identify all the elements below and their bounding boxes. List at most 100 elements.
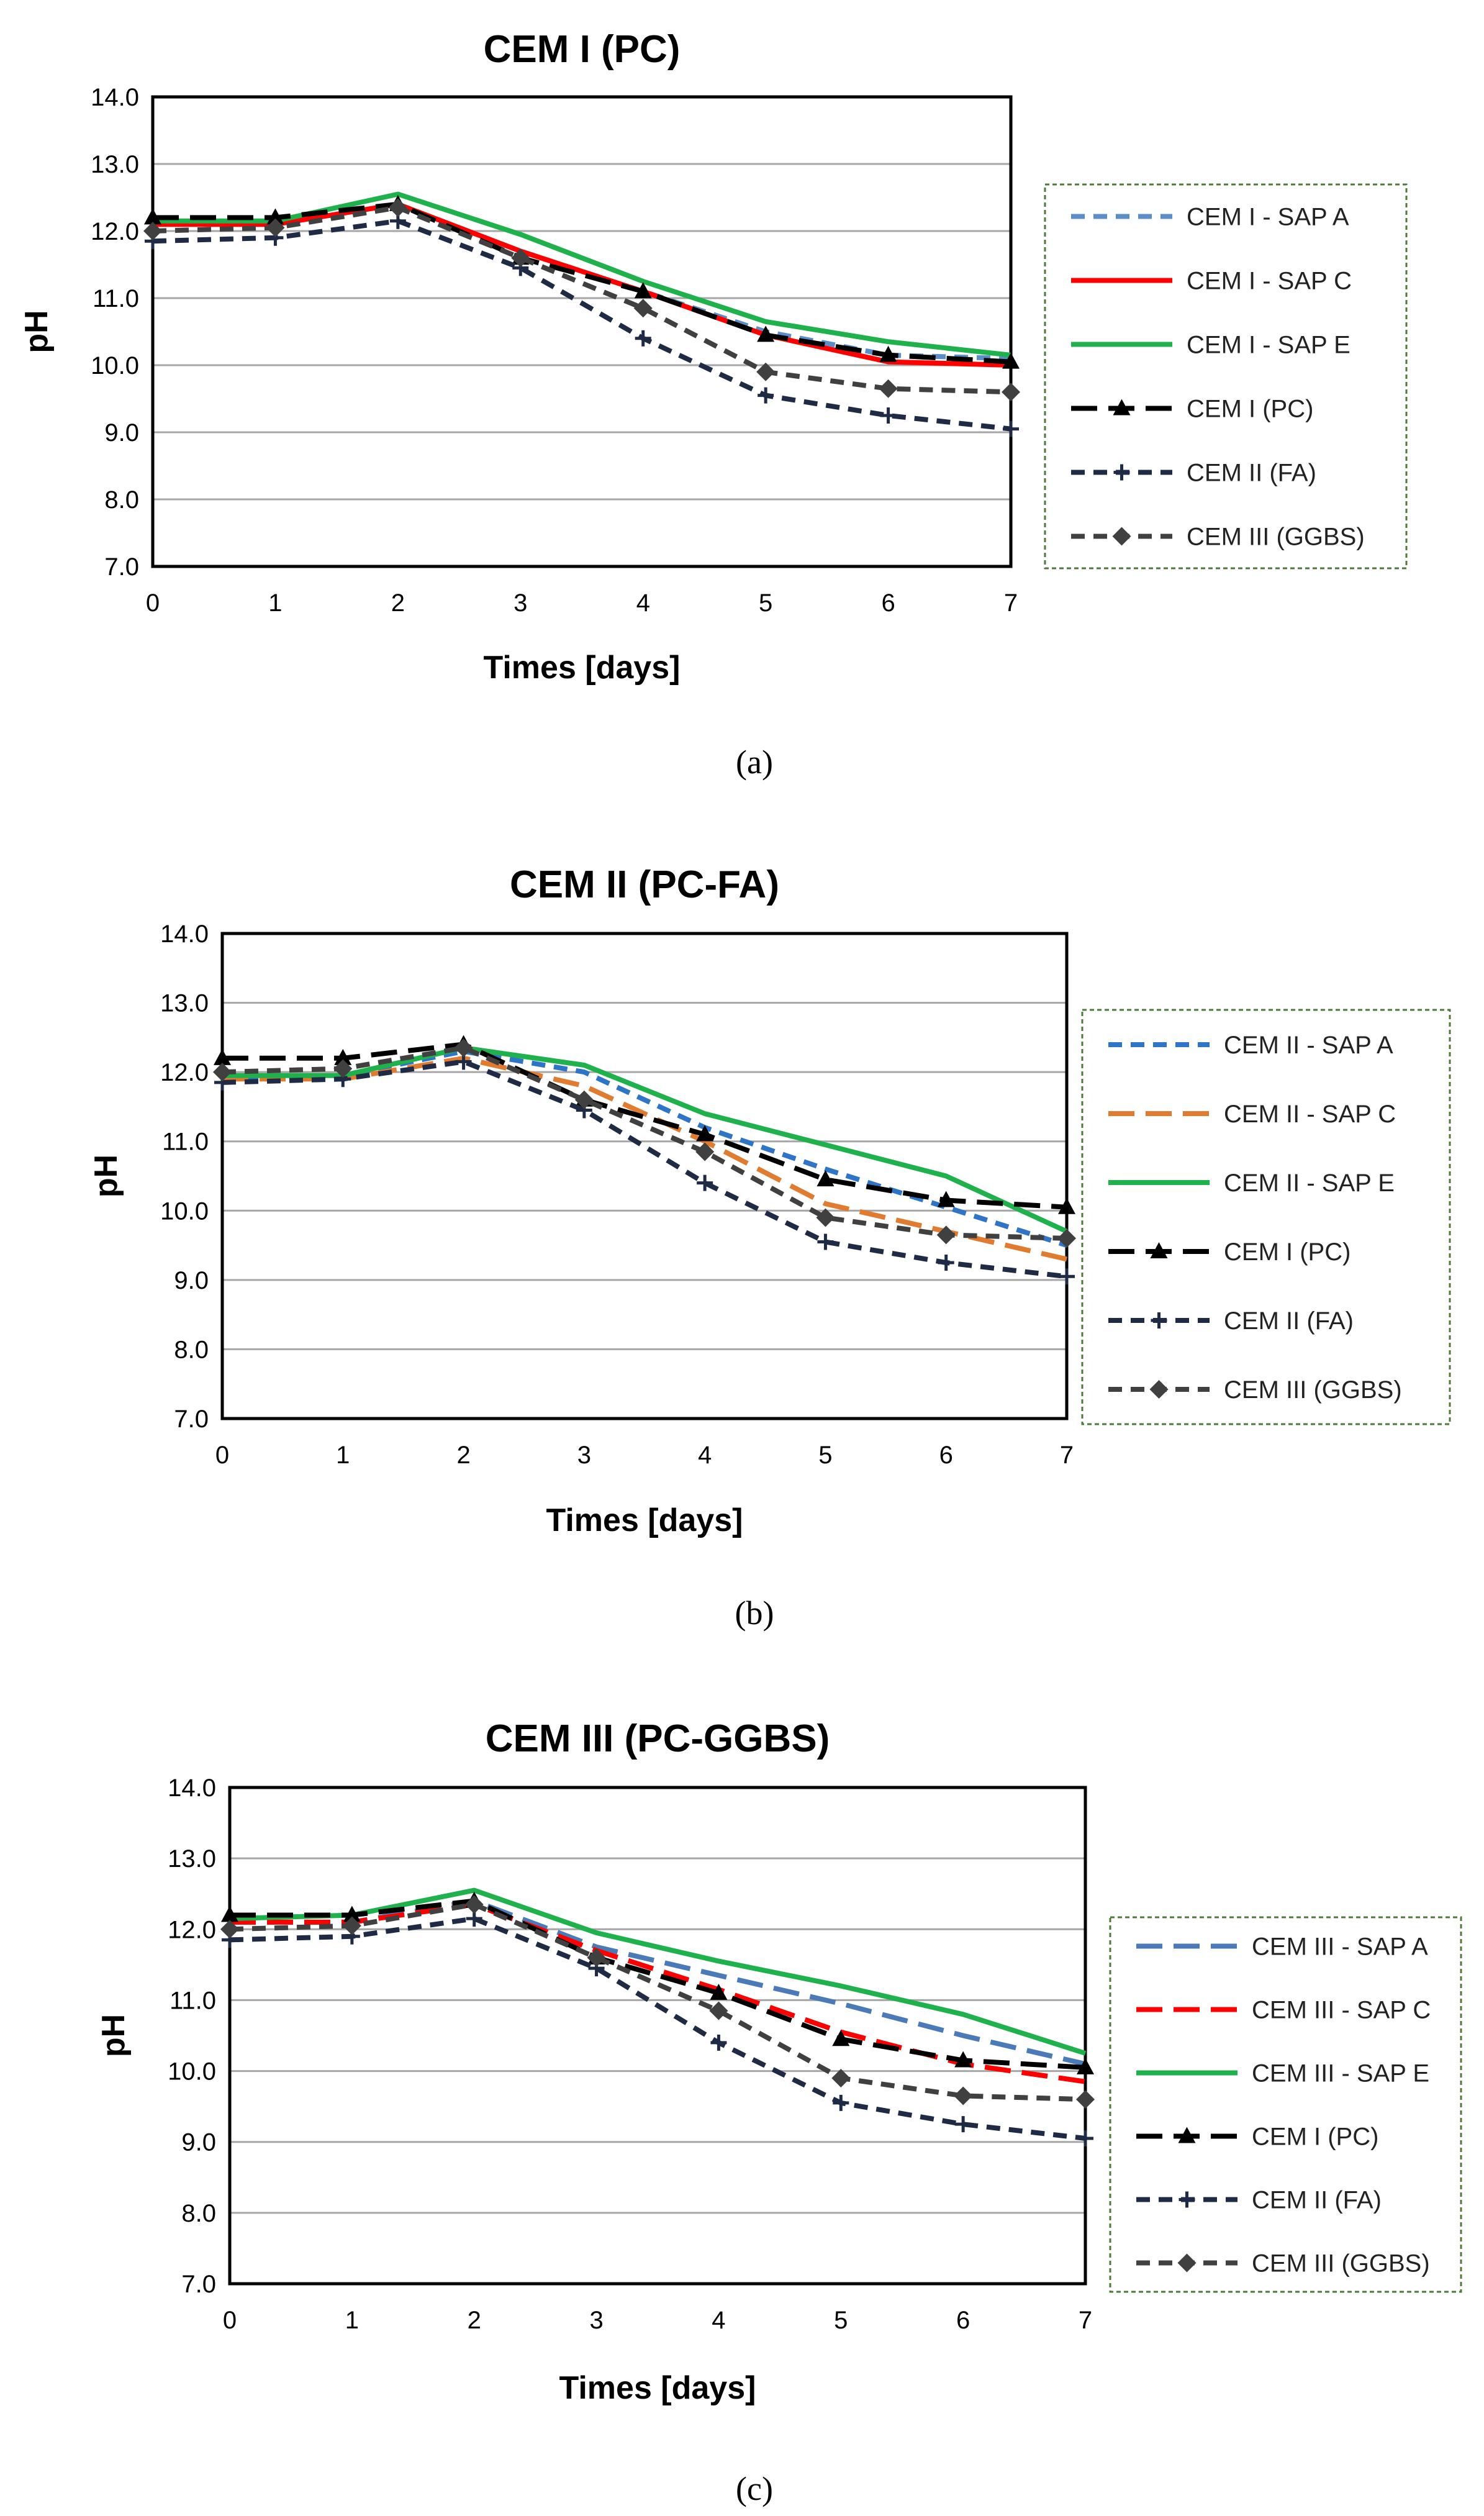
data-point (221, 1905, 238, 1922)
series-line (229, 1902, 1086, 2102)
legend-marker (1178, 2127, 1196, 2143)
legend-label: CEM II (FA) (1187, 460, 1316, 487)
y-tick-label: 9.0 (181, 2129, 216, 2156)
series-5 (222, 1910, 1093, 2147)
legend-label: CEM III (GGBS) (1252, 2250, 1430, 2278)
x-tick-label: 1 (336, 1442, 350, 1469)
data-point (1077, 2130, 1093, 2147)
data-point (696, 1125, 714, 1142)
x-tick-label: 2 (468, 2307, 481, 2334)
data-point (697, 1174, 713, 1191)
data-point (955, 2116, 972, 2133)
x-tick-label: 3 (589, 2307, 603, 2334)
data-point (709, 2001, 728, 2020)
figure-caption: (b) (735, 1594, 774, 1632)
legend-item: CEM I (PC) (1108, 1238, 1351, 1266)
legend-item: CEM II - SAP C (1108, 1101, 1396, 1128)
series-line (229, 1887, 1087, 2056)
series-line (222, 1045, 1068, 1234)
y-tick-label: 8.0 (104, 486, 139, 514)
series-2 (153, 201, 1011, 368)
x-tick-label: 1 (268, 589, 282, 617)
data-point (214, 1048, 231, 1065)
x-tick-label: 1 (345, 2307, 359, 2334)
series-line (230, 1902, 1086, 2084)
data-point (1003, 420, 1019, 437)
legend-label: CEM III - SAP A (1252, 1933, 1428, 1961)
y-axis-title: pH (88, 1155, 124, 1197)
y-tick-label: 12.0 (168, 1916, 216, 1943)
figure-caption: (c) (736, 2470, 773, 2507)
legend-label: CEM I - SAP E (1187, 332, 1351, 359)
plot-area (228, 1786, 1087, 2286)
chart-title: CEM I (PC) (484, 28, 681, 71)
series-1 (230, 1898, 1086, 2067)
series-line (230, 1898, 1086, 2067)
data-point (388, 198, 407, 217)
x-tick-label: 6 (956, 2307, 970, 2334)
legend: CEM III - SAP A CEM III - SAP C CEM III - … (1109, 1916, 1462, 2293)
data-point (511, 248, 530, 268)
data-point (816, 1208, 835, 1227)
x-tick-label: 6 (881, 589, 895, 617)
legend-label: CEM II - SAP A (1224, 1032, 1393, 1059)
y-axis-title: pH (19, 310, 55, 353)
x-tick-label: 5 (818, 1442, 832, 1469)
legend-marker (1112, 527, 1131, 546)
legend-label: CEM I (PC) (1252, 2123, 1378, 2151)
y-tick-label: 13.0 (160, 990, 209, 1017)
data-point (635, 330, 651, 347)
legend-item: CEM III (GGBS) (1136, 2250, 1430, 2278)
data-point (1058, 1197, 1075, 1214)
legend-box (1109, 1916, 1462, 2293)
x-tick-label: 4 (698, 1442, 712, 1469)
y-tick-label: 14.0 (168, 1774, 216, 1802)
y-tick-label: 7.0 (174, 1406, 209, 1433)
x-tick-label: 7 (1004, 589, 1018, 617)
legend-item: CEM II (FA) (1136, 2187, 1382, 2214)
data-point (880, 407, 897, 424)
y-tick-label: 13.0 (168, 1845, 216, 1873)
data-point (831, 2068, 851, 2087)
y-tick-label: 8.0 (181, 2200, 216, 2227)
data-point (1002, 383, 1020, 402)
x-axis-title: Times [days] (546, 1502, 743, 1538)
y-axis-title: pH (96, 2014, 132, 2057)
data-point (464, 1895, 484, 1914)
data-point (832, 2030, 850, 2046)
data-point (144, 208, 161, 225)
legend-item: CEM II (FA) (1108, 1307, 1354, 1335)
series-5 (145, 212, 1019, 437)
data-point (266, 218, 285, 237)
x-tick-label: 0 (215, 1442, 229, 1469)
data-point (695, 1142, 715, 1161)
legend-item: CEM I (PC) (1071, 396, 1313, 423)
series-2 (230, 1902, 1086, 2084)
series-3 (222, 1045, 1068, 1234)
data-point (213, 1063, 232, 1082)
legend-item: CEM I - SAP C (1071, 268, 1352, 295)
series-line (153, 191, 1011, 358)
data-point (938, 1254, 954, 1271)
legend: CEM I - SAP A CEM I - SAP C CEM I - SAP E C… (1044, 183, 1408, 570)
data-point (710, 1984, 728, 2001)
y-tick-label: 11.0 (170, 1987, 216, 2014)
legend-item: CEM I (PC) (1136, 2123, 1378, 2151)
y-tick-label: 12.0 (91, 218, 139, 245)
data-point (758, 387, 774, 404)
legend-label: CEM III (GGBS) (1187, 524, 1365, 551)
data-point (334, 1048, 352, 1065)
data-point (333, 1059, 353, 1078)
legend-label: CEM II (FA) (1224, 1307, 1354, 1335)
data-point (343, 1905, 361, 1922)
data-point (587, 1948, 606, 1967)
data-point (1076, 2090, 1095, 2109)
series-6 (143, 198, 1020, 402)
data-point (757, 325, 775, 342)
series-line (222, 1045, 1067, 1241)
data-point (954, 2051, 972, 2068)
legend-marker (1151, 1312, 1167, 1328)
legend-item: CEM I - SAP E (1071, 332, 1351, 359)
series-6 (220, 1895, 1095, 2109)
legend-label: CEM I - SAP A (1187, 204, 1349, 231)
